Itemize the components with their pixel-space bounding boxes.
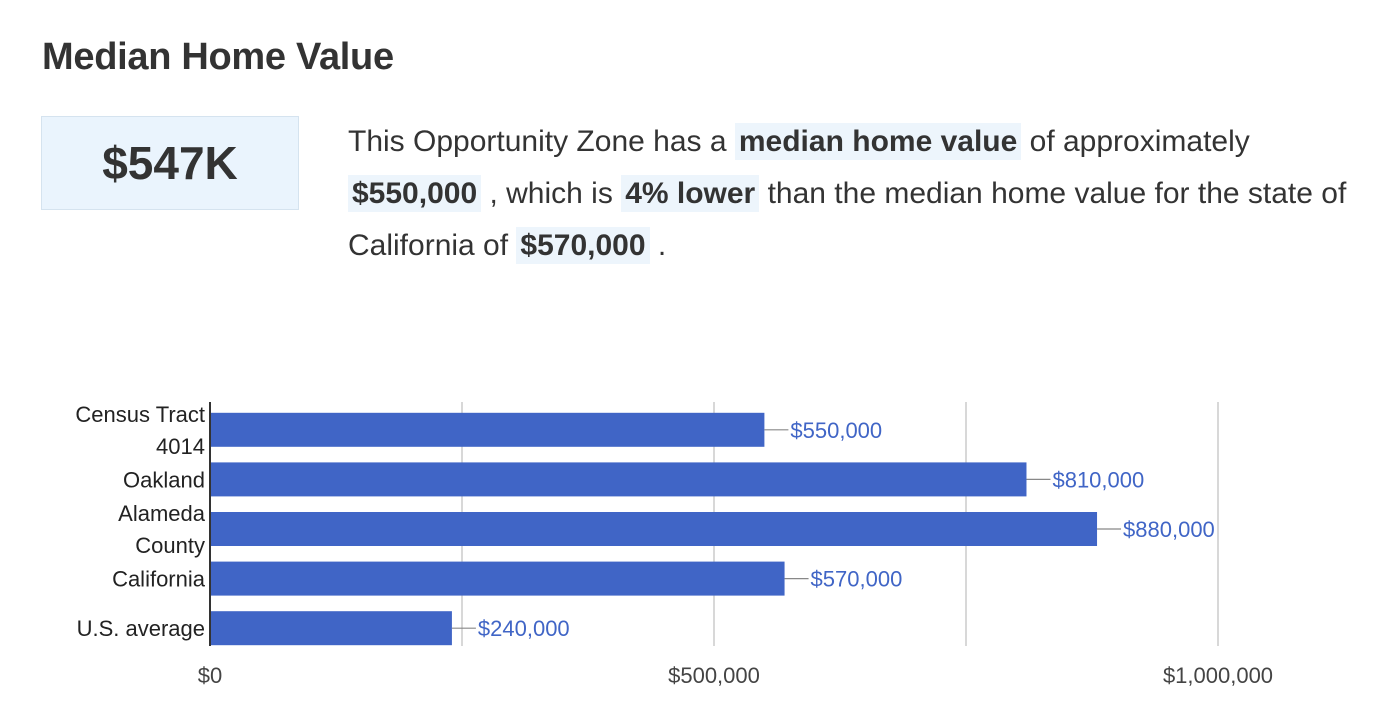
summary-part-4: than the median home value for the state… [348, 177, 1347, 262]
bar-value-label-5: $240,000 [478, 616, 570, 641]
category-label-4: California [112, 567, 206, 592]
bar-value-label-2: $810,000 [1052, 467, 1144, 492]
category-label-5: U.S. average [77, 616, 205, 641]
bar-value-label-4: $570,000 [811, 567, 903, 592]
x-tick-label-2: $500,000 [668, 663, 760, 688]
summary-highlight-state-value: $570,000 [516, 227, 650, 264]
x-tick-label-3: $1,000,000 [1163, 663, 1273, 688]
median-home-value-bar-chart: $550,000 Census Tract 4014 $810,000 Oakland $… [75, 402, 1273, 688]
bar-value-label-3: $880,000 [1123, 517, 1215, 542]
summary-part-5: . [649, 229, 667, 262]
bar-4 [210, 561, 785, 596]
x-tick-label-1: $0 [198, 663, 222, 688]
bar-1 [210, 412, 765, 447]
bar-3 [210, 512, 1098, 546]
summary-highlight-median-home-value: median home value [734, 123, 1022, 160]
headline-value-card: $547K [41, 116, 299, 210]
summary-highlight-tract-value: $550,000 [348, 175, 482, 212]
bar-5 [210, 611, 452, 646]
bar-value-label-1: $550,000 [790, 418, 882, 443]
summary-part-2: of approximately [1021, 125, 1250, 158]
summary-part-1: This Opportunity Zone has a [348, 125, 735, 158]
category-label-3: Alameda County [118, 501, 206, 558]
summary-highlight-difference: 4% lower [621, 175, 760, 212]
category-label-1: Census Tract 4014 [75, 402, 205, 459]
section-title: Median Home Value [42, 36, 394, 78]
summary-part-3: , which is [481, 177, 622, 210]
headline-value: $547K [102, 137, 238, 189]
category-label-2: Oakland [123, 467, 205, 492]
bar-2 [210, 462, 1027, 497]
summary-text: This Opportunity Zone has a median home … [348, 116, 1368, 272]
